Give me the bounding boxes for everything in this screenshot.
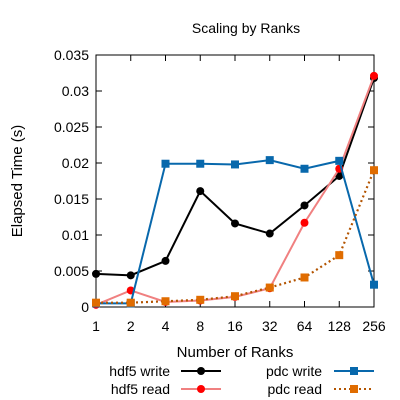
x-tick-label: 1: [92, 318, 100, 334]
data-point-pdc-write: [265, 156, 274, 165]
y-tick-label: 0.03: [62, 83, 89, 99]
series-line-hdf5-write: [95, 77, 375, 277]
data-point-hdf5-write: [265, 229, 274, 238]
data-point-pdc-read: [92, 298, 100, 307]
data-point-hdf5-write: [335, 171, 344, 180]
x-tick-label: 2: [127, 318, 135, 334]
data-point-hdf5-write: [300, 201, 309, 210]
series-line-hdf5-read: [95, 75, 375, 306]
data-point-pdc-write: [231, 160, 239, 169]
legend-label: hdf5 read: [111, 381, 170, 397]
y-tick-label: 0.025: [54, 119, 89, 135]
series-layer: [92, 71, 378, 309]
x-tick-label: 4: [162, 318, 170, 334]
data-point-hdf5-write: [231, 219, 239, 228]
series-line-pdc-read: [96, 169, 376, 304]
y-axis-label: Elapsed Time (s): [9, 125, 26, 238]
y-axis: 0 0.005 0.01 0.015 0.02 0.025 0.03 0.035: [54, 47, 374, 315]
legend-item-hdf5-write: hdf5 write: [109, 363, 221, 379]
data-point-hdf5-read: [370, 71, 378, 80]
x-tick-label: 16: [227, 318, 243, 334]
legend-label: pdc read: [268, 381, 322, 397]
data-point-pdc-write: [161, 159, 170, 168]
data-point-pdc-read: [265, 283, 274, 292]
series-pdc-read: [92, 166, 378, 307]
data-point-pdc-read: [231, 292, 239, 301]
legend-item-hdf5-read: hdf5 read: [111, 381, 221, 397]
data-point-hdf5-write: [126, 271, 135, 280]
y-tick-label: 0.035: [54, 47, 89, 63]
data-point-pdc-read: [335, 251, 344, 260]
legend-marker: [350, 367, 358, 375]
legend: hdf5 write hdf5 read pdc write pdc read: [109, 363, 374, 397]
data-point-pdc-read: [126, 298, 135, 307]
data-point-pdc-read: [300, 273, 309, 282]
x-tick-label: 64: [297, 318, 313, 334]
legend-item-pdc-write: pdc write: [266, 363, 374, 379]
data-point-pdc-write: [196, 159, 205, 168]
y-tick-label: 0: [81, 299, 89, 315]
data-point-pdc-write: [370, 280, 378, 289]
data-point-pdc-write: [300, 164, 309, 173]
y-tick-label: 0.01: [62, 227, 89, 243]
legend-marker: [197, 367, 205, 375]
data-point-hdf5-write: [161, 256, 170, 265]
data-point-pdc-read: [196, 295, 205, 304]
data-point-pdc-read: [161, 297, 170, 306]
chart-title: Scaling by Ranks: [192, 20, 300, 36]
data-point-pdc-write: [335, 156, 344, 165]
data-point-hdf5-write: [92, 269, 100, 278]
x-axis-label: Number of Ranks: [177, 344, 294, 361]
data-point-hdf5-read: [300, 218, 309, 227]
legend-label: pdc write: [266, 363, 322, 379]
y-tick-label: 0.02: [62, 155, 89, 171]
x-tick-label: 32: [262, 318, 278, 334]
x-tick-label: 8: [196, 318, 204, 334]
x-tick-label: 128: [328, 318, 352, 334]
data-point-hdf5-write: [196, 187, 205, 196]
y-tick-label: 0.015: [54, 191, 89, 207]
x-axis: 1 2 4 8 16 32 64 128 256: [92, 55, 386, 334]
data-point-pdc-read: [370, 166, 378, 175]
legend-marker: [350, 385, 358, 393]
legend-item-pdc-read: pdc read: [268, 381, 374, 397]
legend-label: hdf5 write: [109, 363, 170, 379]
x-tick-label: 256: [362, 318, 386, 334]
y-tick-label: 0.005: [54, 263, 89, 279]
legend-marker: [197, 385, 205, 393]
